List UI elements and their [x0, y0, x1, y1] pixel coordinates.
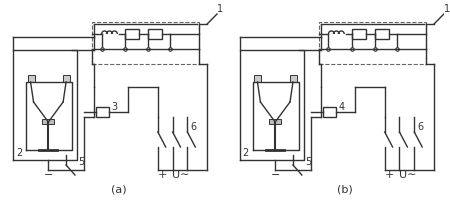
Text: +: +	[158, 170, 167, 180]
Bar	[27, 75, 35, 82]
Bar	[290, 75, 297, 82]
Text: −: −	[44, 170, 53, 180]
Bar	[375, 29, 389, 39]
Bar	[42, 119, 54, 124]
Text: 1: 1	[217, 4, 223, 14]
Bar	[148, 29, 162, 39]
Bar	[255, 75, 261, 82]
Bar	[323, 107, 336, 117]
Bar	[352, 29, 366, 39]
Text: (b): (b)	[338, 184, 353, 194]
Text: U∼: U∼	[171, 170, 189, 180]
Bar	[96, 107, 109, 117]
Text: 6: 6	[190, 122, 197, 132]
Text: 1: 1	[444, 4, 450, 14]
Text: 5: 5	[78, 157, 84, 167]
Text: 2: 2	[243, 148, 249, 158]
Text: 4: 4	[338, 102, 344, 112]
Text: U∼: U∼	[399, 170, 416, 180]
Text: 3: 3	[112, 102, 117, 112]
Text: 2: 2	[16, 148, 22, 158]
Bar	[125, 29, 139, 39]
Bar	[63, 75, 70, 82]
Text: +: +	[385, 170, 394, 180]
Bar	[269, 119, 281, 124]
Text: 6: 6	[417, 122, 423, 132]
Text: −: −	[270, 170, 280, 180]
Text: 5: 5	[305, 157, 311, 167]
Text: (a): (a)	[111, 184, 126, 194]
